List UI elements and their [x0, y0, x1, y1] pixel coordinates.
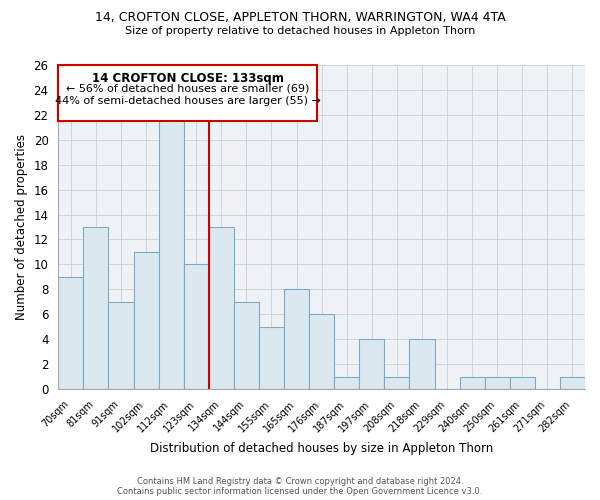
Text: Contains HM Land Registry data © Crown copyright and database right 2024.: Contains HM Land Registry data © Crown c…	[137, 477, 463, 486]
Bar	[109, 302, 134, 389]
Bar	[58, 65, 317, 121]
Bar	[485, 376, 510, 389]
X-axis label: Distribution of detached houses by size in Appleton Thorn: Distribution of detached houses by size …	[150, 442, 493, 455]
Bar	[385, 376, 409, 389]
Y-axis label: Number of detached properties: Number of detached properties	[15, 134, 28, 320]
Text: 14 CROFTON CLOSE: 133sqm: 14 CROFTON CLOSE: 133sqm	[92, 72, 283, 85]
Bar	[158, 115, 184, 389]
Bar	[234, 302, 259, 389]
Bar	[58, 277, 83, 389]
Bar	[334, 376, 359, 389]
Bar	[83, 227, 109, 389]
Bar	[284, 290, 309, 389]
Bar	[359, 339, 385, 389]
Bar	[184, 264, 209, 389]
Bar	[309, 314, 334, 389]
Bar	[460, 376, 485, 389]
Text: Contains public sector information licensed under the Open Government Licence v3: Contains public sector information licen…	[118, 487, 482, 496]
Bar	[560, 376, 585, 389]
Text: 44% of semi-detached houses are larger (55) →: 44% of semi-detached houses are larger (…	[55, 96, 320, 106]
Bar	[259, 326, 284, 389]
Bar	[209, 227, 234, 389]
Text: ← 56% of detached houses are smaller (69): ← 56% of detached houses are smaller (69…	[66, 84, 309, 94]
Bar	[510, 376, 535, 389]
Text: Size of property relative to detached houses in Appleton Thorn: Size of property relative to detached ho…	[125, 26, 475, 36]
Text: 14, CROFTON CLOSE, APPLETON THORN, WARRINGTON, WA4 4TA: 14, CROFTON CLOSE, APPLETON THORN, WARRI…	[95, 12, 505, 24]
Bar	[134, 252, 158, 389]
Bar	[409, 339, 434, 389]
